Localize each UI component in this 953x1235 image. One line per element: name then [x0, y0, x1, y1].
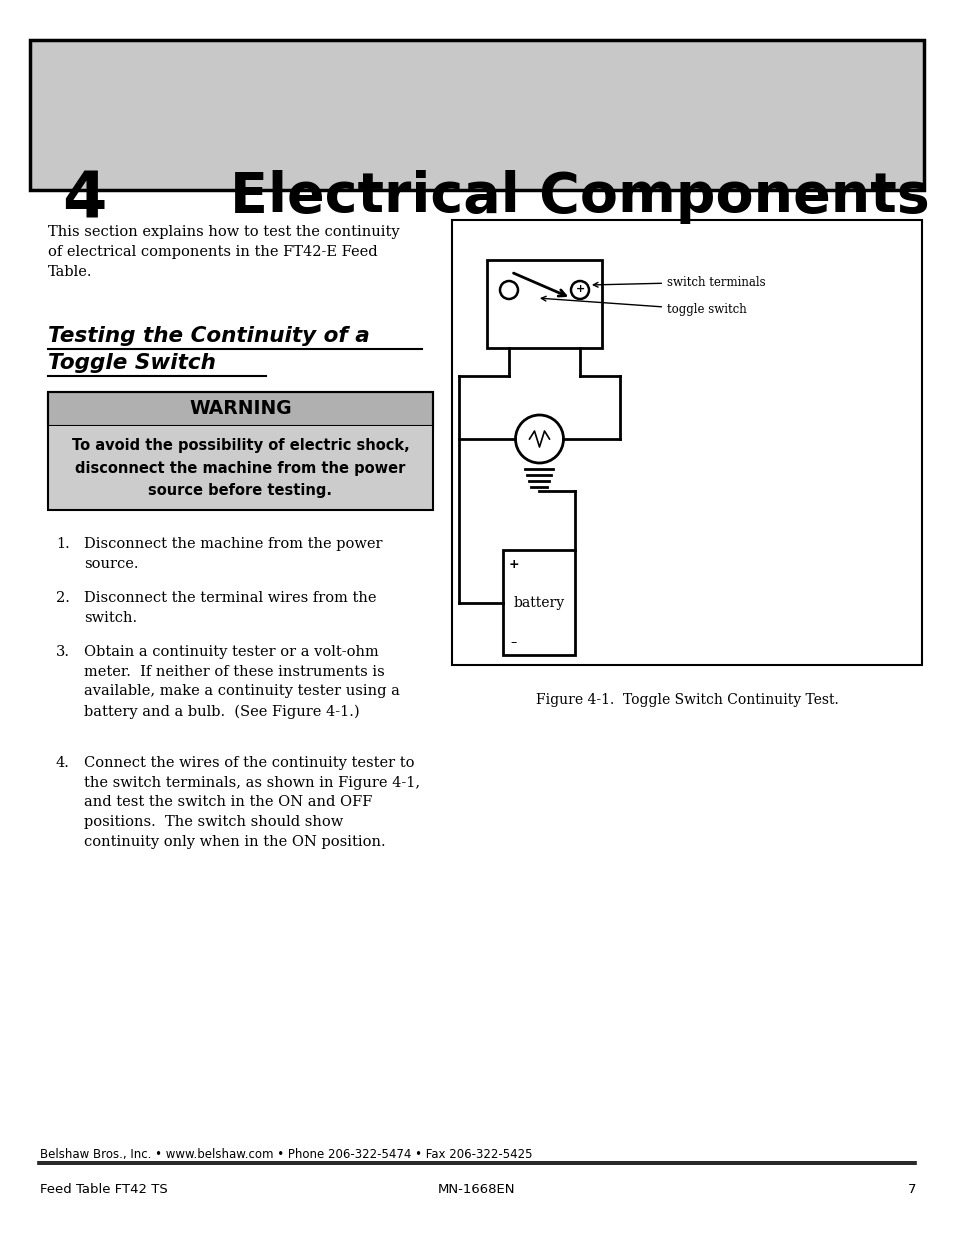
Text: WARNING: WARNING [189, 399, 292, 419]
Text: 7: 7 [906, 1183, 915, 1195]
Text: Feed Table FT42 TS: Feed Table FT42 TS [40, 1183, 168, 1195]
Text: To avoid the possibility of electric shock,
disconnect the machine from the powe: To avoid the possibility of electric sho… [71, 438, 409, 498]
Text: Disconnect the machine from the power
source.: Disconnect the machine from the power so… [84, 537, 382, 571]
Bar [503, 550, 575, 655]
Text: MN-1668EN: MN-1668EN [437, 1183, 516, 1195]
Text: Connect the wires of the continuity tester to
the switch terminals, as shown in : Connect the wires of the continuity test… [84, 756, 419, 848]
Text: 2.: 2. [56, 592, 70, 605]
Text: This section explains how to test the continuity
of electrical components in the: This section explains how to test the co… [48, 225, 399, 279]
Text: 1.: 1. [56, 537, 70, 551]
Text: switch terminals: switch terminals [593, 275, 765, 289]
Text: Obtain a continuity tester or a volt-ohm
meter.  If neither of these instruments: Obtain a continuity tester or a volt-ohm… [84, 645, 399, 719]
Text: Electrical Components: Electrical Components [230, 170, 929, 224]
Text: 4: 4 [62, 170, 107, 232]
Text: battery: battery [514, 595, 564, 610]
Bar [48, 391, 433, 510]
Text: +: + [508, 557, 518, 571]
Bar [452, 220, 921, 664]
Text: Testing the Continuity of a: Testing the Continuity of a [48, 326, 370, 346]
Text: –: – [510, 636, 517, 650]
Bar [48, 391, 433, 426]
Bar [48, 426, 433, 510]
Text: 3.: 3. [56, 645, 70, 659]
Text: Toggle Switch: Toggle Switch [48, 353, 215, 373]
Text: Disconnect the terminal wires from the
switch.: Disconnect the terminal wires from the s… [84, 592, 376, 625]
Text: 4.: 4. [56, 756, 70, 769]
Text: toggle switch: toggle switch [540, 296, 746, 316]
Text: Belshaw Bros., Inc. • www.belshaw.com • Phone 206-322-5474 • Fax 206-322-5425: Belshaw Bros., Inc. • www.belshaw.com • … [40, 1149, 532, 1161]
Bar [486, 261, 601, 348]
Text: Figure 4-1.  Toggle Switch Continuity Test.: Figure 4-1. Toggle Switch Continuity Tes… [535, 693, 838, 706]
Bar [30, 40, 923, 190]
Text: +: + [576, 284, 585, 294]
